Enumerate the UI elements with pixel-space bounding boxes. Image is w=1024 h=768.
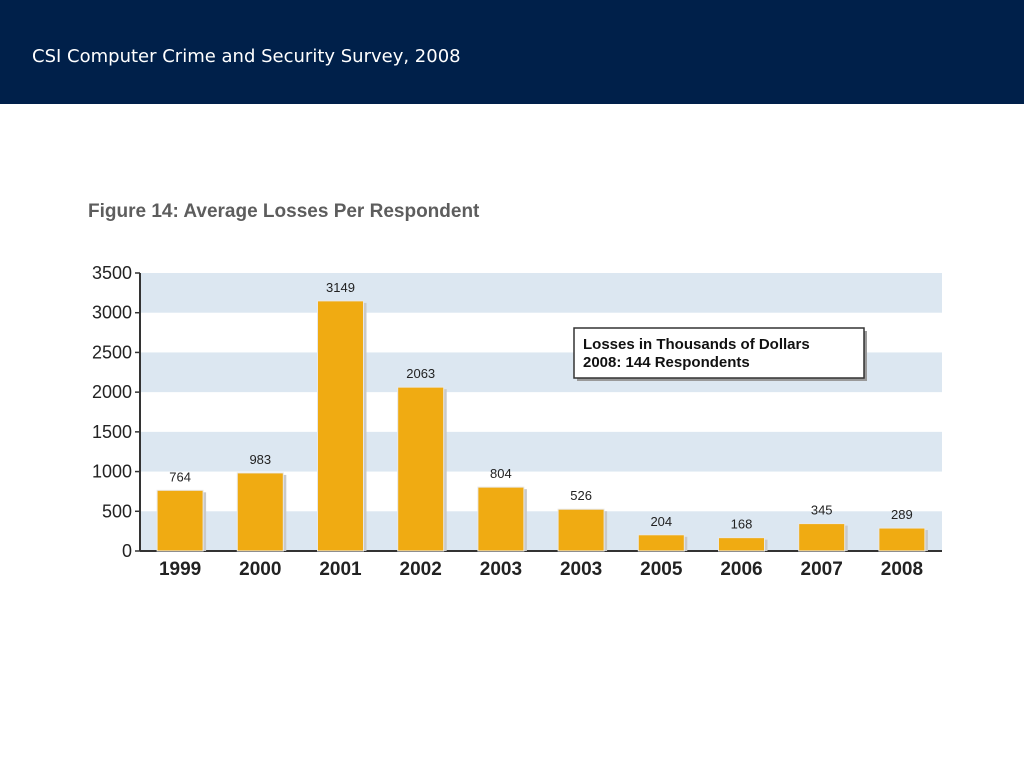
- y-tick-label: 1500: [92, 422, 132, 442]
- slide-title: CSI Computer Crime and Security Survey, …: [32, 46, 461, 67]
- header-bar: CSI Computer Crime and Security Survey, …: [0, 0, 1024, 104]
- bar: [557, 508, 605, 552]
- x-tick-label: 2008: [881, 559, 923, 580]
- bars: [156, 300, 928, 552]
- annotation-frame: [573, 327, 865, 379]
- data-label: 345: [811, 503, 833, 518]
- x-tick-label: 2002: [400, 559, 442, 580]
- y-tick-label: 1000: [92, 462, 132, 482]
- bar: [236, 472, 284, 552]
- annotation-line-2: 2008: 144 Respondents: [583, 354, 750, 371]
- y-tick-labels: 0 500 1000 1500 2000 2500 3000 3500: [92, 263, 140, 561]
- x-tick-label: 2003: [560, 559, 602, 580]
- x-tick-label: 2001: [319, 559, 362, 580]
- y-tick-label: 500: [102, 501, 132, 521]
- y-tick-label: 2500: [92, 342, 132, 362]
- annotation-box: Losses in Thousands of Dollars 2008: 144…: [573, 327, 867, 381]
- chart-title: Figure 14: Average Losses Per Respondent: [88, 201, 480, 222]
- grid-band: [140, 273, 942, 313]
- bar: [317, 300, 364, 552]
- y-tick-label: 2000: [92, 382, 132, 402]
- data-label: 3149: [326, 280, 355, 295]
- x-tick-label: 1999: [159, 559, 201, 580]
- x-tick-label: 2006: [720, 559, 762, 580]
- data-labels: 764 983 3149 2063 804 526 204 168 345 289: [169, 280, 913, 532]
- y-tick-label: 3000: [92, 303, 132, 323]
- bar: [718, 537, 765, 552]
- x-tick-label: 2005: [640, 559, 683, 580]
- bar: [878, 527, 926, 552]
- data-label: 2063: [406, 366, 435, 381]
- data-label: 764: [169, 469, 191, 484]
- data-label: 289: [891, 507, 913, 522]
- grid-band: [140, 431, 942, 472]
- bar: [156, 489, 204, 552]
- y-tick-label: 0: [122, 541, 132, 561]
- bar: [477, 486, 525, 552]
- bar: [397, 386, 445, 552]
- bar: [798, 523, 846, 552]
- data-label: 526: [570, 488, 592, 503]
- data-label: 983: [249, 452, 271, 467]
- bar: [637, 534, 685, 552]
- y-tick-label: 3500: [92, 263, 132, 283]
- x-tick-labels: 1999 2000 2001 2002 2003 2003 2005 2006 2007 2008: [159, 559, 923, 580]
- x-tick-label: 2003: [480, 559, 522, 580]
- annotation-line-1: Losses in Thousands of Dollars: [583, 336, 810, 353]
- data-label: 168: [731, 517, 753, 532]
- data-label: 204: [650, 514, 672, 529]
- x-tick-label: 2000: [239, 559, 281, 580]
- x-tick-label: 2007: [801, 559, 843, 580]
- data-label: 804: [490, 466, 512, 481]
